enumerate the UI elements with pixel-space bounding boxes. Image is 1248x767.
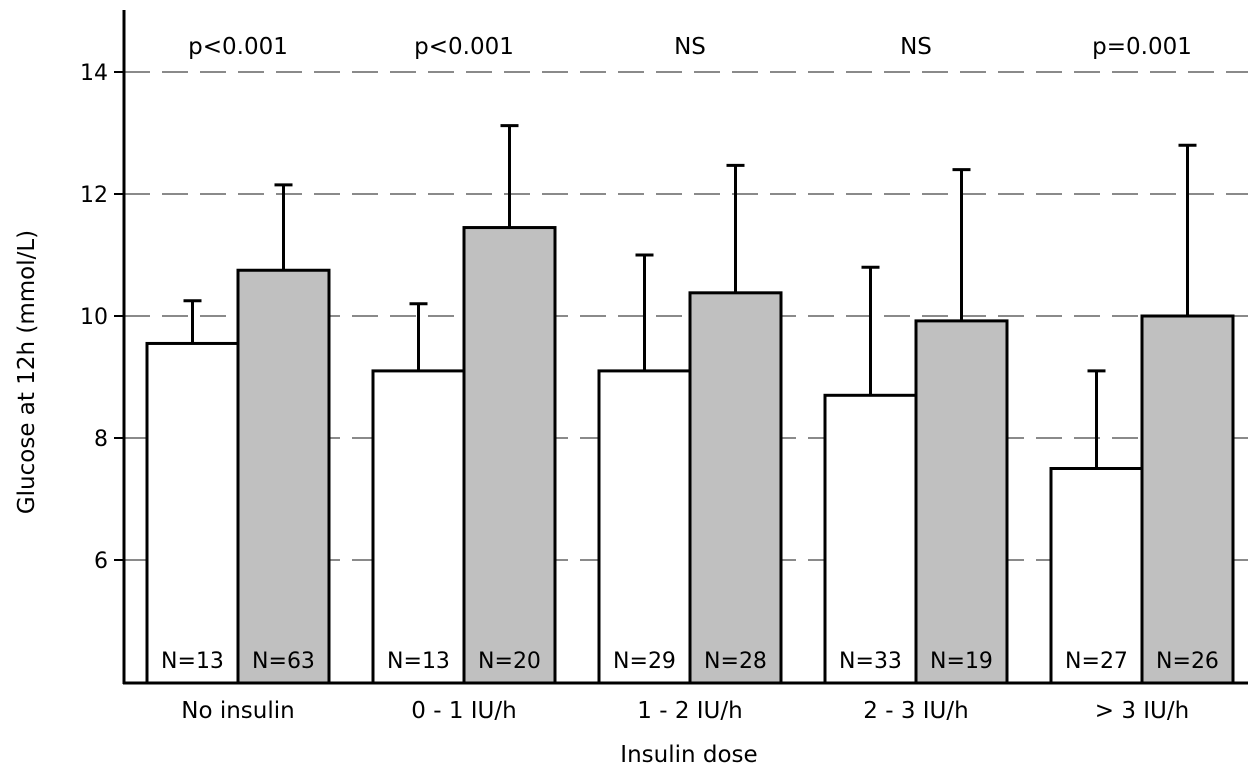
category-label: No insulin	[181, 698, 294, 724]
error-bars	[183, 124, 1197, 469]
axes	[114, 10, 1248, 685]
p-value-label: NS	[900, 34, 932, 60]
bar	[823, 393, 918, 685]
n-label: N=28	[704, 649, 767, 674]
n-label: N=13	[161, 649, 224, 674]
n-label: N=20	[478, 649, 541, 674]
y-tick-label: 6	[94, 549, 108, 574]
p-value-label: p=0.001	[1092, 34, 1192, 60]
bar	[688, 291, 783, 685]
n-label: N=26	[1156, 649, 1219, 674]
bars	[145, 226, 1235, 685]
category-label: 2 - 3 IU/h	[863, 698, 968, 724]
n-label: N=13	[387, 649, 450, 674]
y-tick-label: 12	[80, 183, 108, 208]
p-value-label: NS	[674, 34, 706, 60]
bar	[236, 268, 331, 685]
p-value-label: p<0.001	[188, 34, 288, 60]
category-label: 1 - 2 IU/h	[637, 698, 742, 724]
n-label: N=33	[839, 649, 902, 674]
y-tick-label: 10	[80, 305, 108, 330]
category-label: 0 - 1 IU/h	[411, 698, 516, 724]
bar	[914, 319, 1009, 685]
n-label: N=63	[252, 649, 315, 674]
n-label: N=29	[613, 649, 676, 674]
n-label: N=19	[930, 649, 993, 674]
category-label: > 3 IU/h	[1095, 698, 1189, 724]
n-label: N=27	[1065, 649, 1128, 674]
x-axis-title: Insulin dose	[620, 742, 757, 767]
bar	[597, 369, 692, 685]
y-tick-label: 14	[80, 61, 108, 86]
y-axis-title: Glucose at 12h (mmol/L)	[14, 230, 40, 514]
labels: 6 8 10 12 14 N=13 N=63 No insulin p<0.001 N=13 N=2…	[80, 34, 1219, 724]
bar	[1140, 314, 1235, 685]
bar	[371, 369, 466, 685]
bar	[462, 226, 557, 685]
p-value-label: p<0.001	[414, 34, 514, 60]
bar	[145, 341, 240, 685]
y-tick-label: 8	[94, 427, 108, 452]
